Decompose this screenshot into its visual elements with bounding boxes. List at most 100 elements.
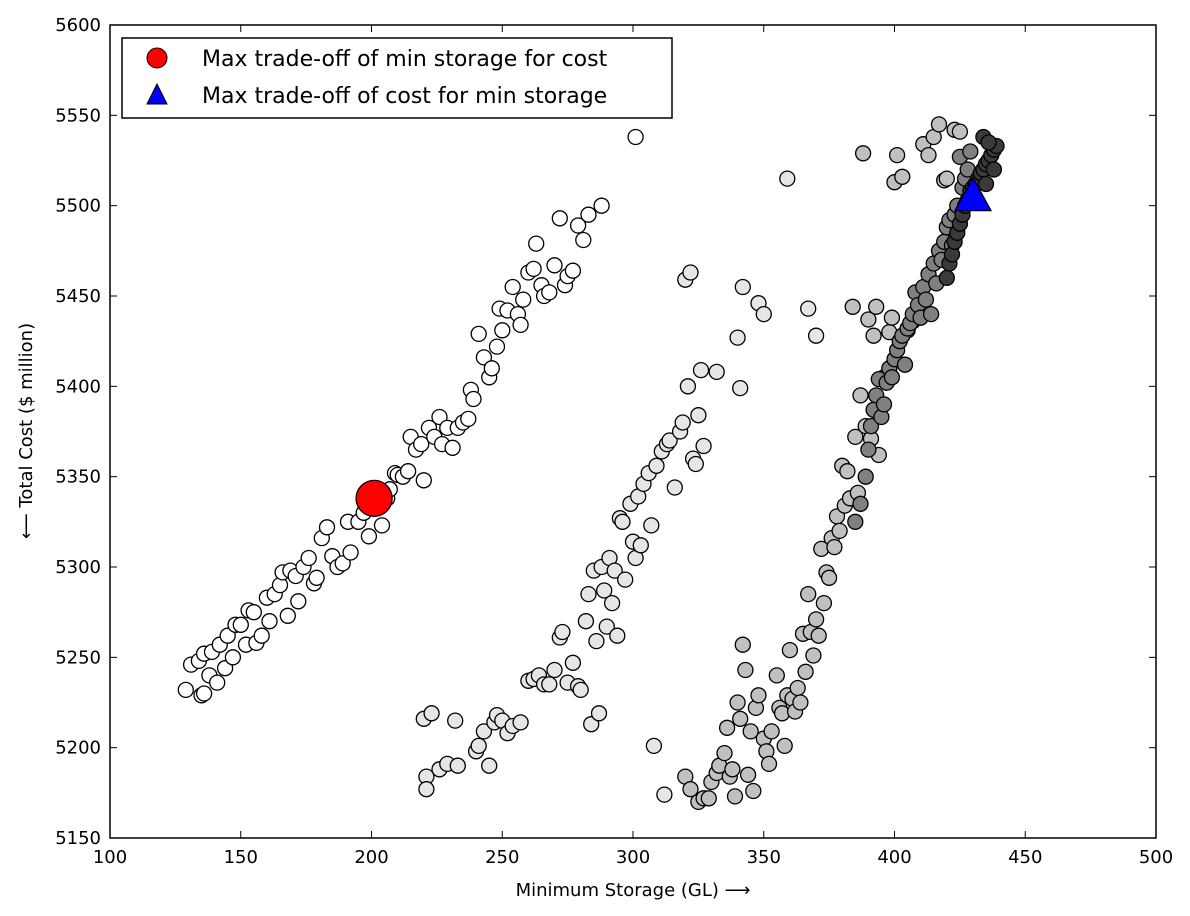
y-tick-label: 5600 xyxy=(55,15,101,36)
scatter-point xyxy=(805,647,822,664)
x-tick-label: 250 xyxy=(485,847,519,868)
y-tick-label: 5500 xyxy=(55,196,101,217)
scatter-point xyxy=(868,298,885,315)
scatter-point xyxy=(737,661,754,679)
scatter-point xyxy=(807,327,825,344)
scatter-point xyxy=(224,649,242,666)
scatter-point xyxy=(732,710,749,727)
scatter-point xyxy=(488,338,506,355)
scatter-point xyxy=(575,231,592,249)
scatter-point xyxy=(483,360,500,377)
scatter-point xyxy=(360,528,378,545)
scatter-point xyxy=(475,723,493,740)
scatter-point xyxy=(865,327,882,344)
scatter-point xyxy=(862,417,880,435)
scatter-point xyxy=(588,632,605,650)
scatter-point xyxy=(844,298,861,315)
scatter-point xyxy=(617,571,634,588)
y-tick-label: 5550 xyxy=(55,105,101,126)
scatter-point xyxy=(922,305,940,323)
legend-label-1: Max trade-off of min storage for cost xyxy=(202,47,608,72)
scatter-point xyxy=(750,687,767,704)
y-tick-label: 5400 xyxy=(55,376,101,397)
legend-marker-triangle xyxy=(146,82,168,105)
ticks-layer xyxy=(109,24,1157,839)
scatter-point xyxy=(475,349,493,366)
scatter-point xyxy=(525,260,542,278)
scatter-point xyxy=(760,755,778,773)
scatter-point xyxy=(590,705,608,722)
scatter-point xyxy=(857,468,874,485)
scatter-point xyxy=(569,217,587,234)
scatter-point xyxy=(860,441,877,458)
scatter-point xyxy=(807,611,825,628)
scatter-point xyxy=(894,168,911,185)
scatter-point xyxy=(470,737,487,755)
y-tick-label: 5450 xyxy=(55,286,101,307)
scatter-point xyxy=(648,457,665,474)
scatter-point xyxy=(423,705,440,722)
scatter-point xyxy=(554,623,571,641)
scatter-point xyxy=(726,788,744,805)
x-tick-label: 150 xyxy=(224,847,258,868)
scatter-point xyxy=(896,356,914,373)
y-tick-label: 5250 xyxy=(55,647,101,668)
scatter-point xyxy=(512,316,529,334)
scatter-point xyxy=(930,116,948,133)
scatter-point xyxy=(504,278,521,296)
scatter-point xyxy=(541,676,558,693)
scatter-point xyxy=(938,170,955,187)
scatter-point xyxy=(682,781,699,798)
scatter-point xyxy=(985,161,1003,178)
scatter-point xyxy=(541,284,558,301)
scatter-point xyxy=(755,305,772,323)
scatter-point xyxy=(847,513,864,530)
scatter-point xyxy=(290,593,307,610)
scatter-point xyxy=(831,522,848,540)
scatter-point xyxy=(515,291,532,308)
legend: Max trade-off of min storage for cost Ma… xyxy=(121,37,673,119)
scatter-point xyxy=(609,627,626,644)
scatter-point xyxy=(627,128,644,146)
scatter-point xyxy=(977,175,995,193)
scatter-point xyxy=(734,278,751,296)
scatter-point xyxy=(577,613,595,630)
scatter-point xyxy=(781,641,799,659)
scatter-point xyxy=(546,661,563,679)
scatter-point xyxy=(875,396,893,413)
scatter-point xyxy=(708,363,725,381)
scatter-point xyxy=(632,537,649,554)
scatter-point xyxy=(465,390,482,408)
scatter-point xyxy=(253,627,270,644)
scatter-point xyxy=(564,262,582,279)
y-tick-label: 5300 xyxy=(55,557,101,578)
scatter-point xyxy=(334,555,351,572)
scatter-point xyxy=(580,206,597,223)
scatter-point xyxy=(415,472,432,489)
scatter-point xyxy=(512,714,529,731)
scatter-point xyxy=(820,569,838,586)
x-tick-label: 500 xyxy=(1139,847,1173,868)
legend-box xyxy=(121,37,673,119)
scatter-point xyxy=(732,379,749,397)
scatter-point xyxy=(729,694,746,711)
max-storage-tradeoff-point xyxy=(355,479,393,517)
scatter-point xyxy=(460,410,477,428)
x-tick-label: 350 xyxy=(747,847,781,868)
scatter-point xyxy=(826,538,843,556)
scatter-point xyxy=(724,761,741,778)
scatter-point xyxy=(399,463,417,480)
scatter-point xyxy=(470,325,487,343)
scatter-point xyxy=(745,782,762,800)
scatter-point xyxy=(216,660,234,677)
y-axis-label: ⟵ Total Cost ($ million) xyxy=(16,323,37,539)
y-tick-label: 5150 xyxy=(55,828,101,849)
scatter-point xyxy=(888,146,906,164)
max-cost-tradeoff-point xyxy=(953,176,993,212)
scatter-point xyxy=(494,322,511,339)
scatter-point xyxy=(789,679,806,697)
scatter-point xyxy=(679,378,697,395)
x-tick-labels: 100 150 200 250 300 350 400 450 500 xyxy=(93,847,1173,868)
scatter-point xyxy=(852,495,869,512)
scatter-point xyxy=(800,300,817,317)
